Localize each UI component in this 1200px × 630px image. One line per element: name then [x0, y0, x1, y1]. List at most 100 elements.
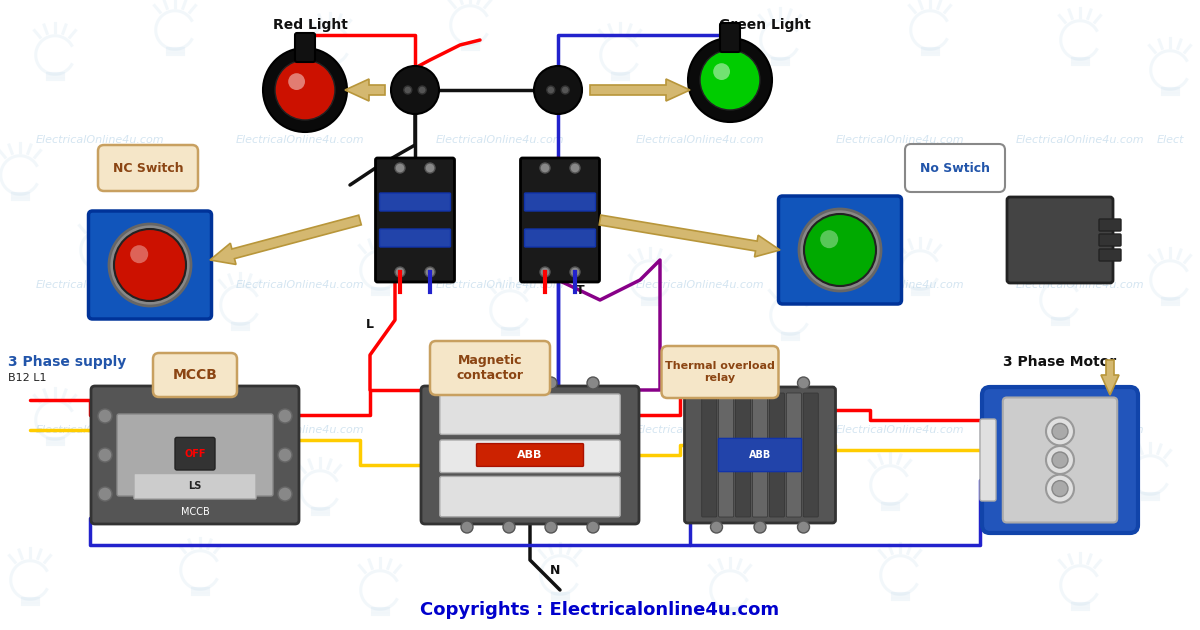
- Text: Red Light: Red Light: [272, 18, 348, 32]
- Circle shape: [570, 267, 580, 277]
- FancyBboxPatch shape: [803, 393, 818, 517]
- Circle shape: [395, 163, 406, 173]
- Circle shape: [587, 377, 599, 389]
- FancyBboxPatch shape: [421, 386, 640, 524]
- Text: ElectricalOnline4u.com: ElectricalOnline4u.com: [235, 280, 365, 290]
- Text: 3 Phase supply: 3 Phase supply: [8, 355, 126, 369]
- Text: ElectricalOnline4u.com: ElectricalOnline4u.com: [36, 280, 164, 290]
- Text: N: N: [380, 159, 390, 171]
- Text: ElectricalOnline4u.com: ElectricalOnline4u.com: [36, 425, 164, 435]
- FancyBboxPatch shape: [1099, 234, 1121, 246]
- Text: L: L: [366, 319, 374, 331]
- Text: ABB: ABB: [749, 450, 772, 460]
- Circle shape: [503, 521, 515, 533]
- Polygon shape: [1102, 360, 1120, 395]
- FancyBboxPatch shape: [154, 353, 238, 397]
- Circle shape: [263, 48, 347, 132]
- Circle shape: [754, 521, 766, 533]
- Circle shape: [540, 267, 550, 277]
- FancyBboxPatch shape: [295, 33, 314, 62]
- FancyBboxPatch shape: [719, 438, 802, 472]
- Circle shape: [798, 521, 810, 533]
- Circle shape: [688, 38, 772, 122]
- FancyBboxPatch shape: [440, 394, 620, 435]
- Circle shape: [425, 163, 436, 173]
- FancyBboxPatch shape: [175, 437, 215, 470]
- FancyBboxPatch shape: [779, 196, 901, 304]
- Text: ElectricalOnline4u.com: ElectricalOnline4u.com: [636, 135, 764, 145]
- Circle shape: [109, 224, 191, 306]
- Text: ABB: ABB: [517, 450, 542, 460]
- FancyBboxPatch shape: [134, 474, 256, 499]
- Text: MCCB: MCCB: [181, 507, 209, 517]
- Text: ElectricalOnline4u.com: ElectricalOnline4u.com: [436, 425, 564, 435]
- Polygon shape: [590, 79, 690, 101]
- Text: Elect: Elect: [1157, 135, 1183, 145]
- Circle shape: [700, 50, 760, 110]
- Text: ElectricalOnline4u.com: ElectricalOnline4u.com: [436, 280, 564, 290]
- Text: Green Light: Green Light: [719, 18, 811, 32]
- Circle shape: [1052, 452, 1068, 468]
- Circle shape: [278, 409, 292, 423]
- Text: OFF: OFF: [185, 449, 205, 459]
- Text: LS: LS: [188, 481, 202, 491]
- Circle shape: [278, 487, 292, 501]
- Circle shape: [288, 73, 305, 90]
- FancyBboxPatch shape: [736, 393, 751, 517]
- Circle shape: [278, 448, 292, 462]
- Ellipse shape: [391, 66, 439, 114]
- Text: ElectricalOnline4u.com: ElectricalOnline4u.com: [1015, 280, 1145, 290]
- Ellipse shape: [534, 66, 582, 114]
- FancyBboxPatch shape: [980, 419, 996, 501]
- Text: L: L: [676, 348, 684, 362]
- FancyBboxPatch shape: [379, 229, 450, 247]
- Circle shape: [570, 163, 580, 173]
- Circle shape: [98, 448, 112, 462]
- Text: B12 L1: B12 L1: [8, 373, 47, 383]
- FancyBboxPatch shape: [1099, 249, 1121, 261]
- Circle shape: [419, 86, 426, 94]
- Circle shape: [710, 377, 722, 389]
- Circle shape: [425, 267, 436, 277]
- Text: H: H: [575, 203, 586, 217]
- FancyBboxPatch shape: [684, 387, 835, 523]
- Circle shape: [395, 267, 406, 277]
- FancyBboxPatch shape: [702, 393, 716, 517]
- FancyBboxPatch shape: [98, 145, 198, 191]
- Text: No Swtich: No Swtich: [920, 161, 990, 175]
- Text: Thermal overload
relay: Thermal overload relay: [665, 361, 775, 383]
- Polygon shape: [599, 215, 780, 257]
- Text: ElectricalOnline4u.com: ElectricalOnline4u.com: [235, 425, 365, 435]
- Text: ElectricalOnline4u.com: ElectricalOnline4u.com: [1015, 135, 1145, 145]
- Circle shape: [547, 86, 554, 94]
- FancyBboxPatch shape: [524, 193, 595, 211]
- Text: 3 Phase Motor: 3 Phase Motor: [1003, 355, 1117, 369]
- FancyBboxPatch shape: [661, 346, 779, 398]
- Circle shape: [1052, 423, 1068, 439]
- Text: NC Switch: NC Switch: [113, 161, 184, 175]
- Circle shape: [461, 521, 473, 533]
- FancyBboxPatch shape: [752, 393, 768, 517]
- Circle shape: [798, 377, 810, 389]
- FancyBboxPatch shape: [430, 341, 550, 395]
- Text: N: N: [550, 563, 560, 576]
- Circle shape: [275, 60, 335, 120]
- Circle shape: [804, 214, 876, 286]
- Text: ElectricalOnline4u.com: ElectricalOnline4u.com: [835, 280, 965, 290]
- FancyBboxPatch shape: [89, 211, 211, 319]
- FancyBboxPatch shape: [720, 23, 740, 52]
- Circle shape: [540, 163, 550, 173]
- Circle shape: [710, 521, 722, 533]
- Text: MCCB: MCCB: [173, 368, 217, 382]
- Circle shape: [1046, 418, 1074, 445]
- Circle shape: [545, 521, 557, 533]
- Polygon shape: [210, 215, 361, 265]
- FancyBboxPatch shape: [476, 444, 583, 466]
- Circle shape: [754, 377, 766, 389]
- FancyBboxPatch shape: [379, 193, 450, 211]
- Text: ElectricalOnline4u.com: ElectricalOnline4u.com: [1015, 425, 1145, 435]
- FancyBboxPatch shape: [524, 229, 595, 247]
- Circle shape: [1046, 446, 1074, 474]
- Text: ElectricalOnline4u.com: ElectricalOnline4u.com: [436, 135, 564, 145]
- Text: Magnetic
contactor: Magnetic contactor: [456, 354, 523, 382]
